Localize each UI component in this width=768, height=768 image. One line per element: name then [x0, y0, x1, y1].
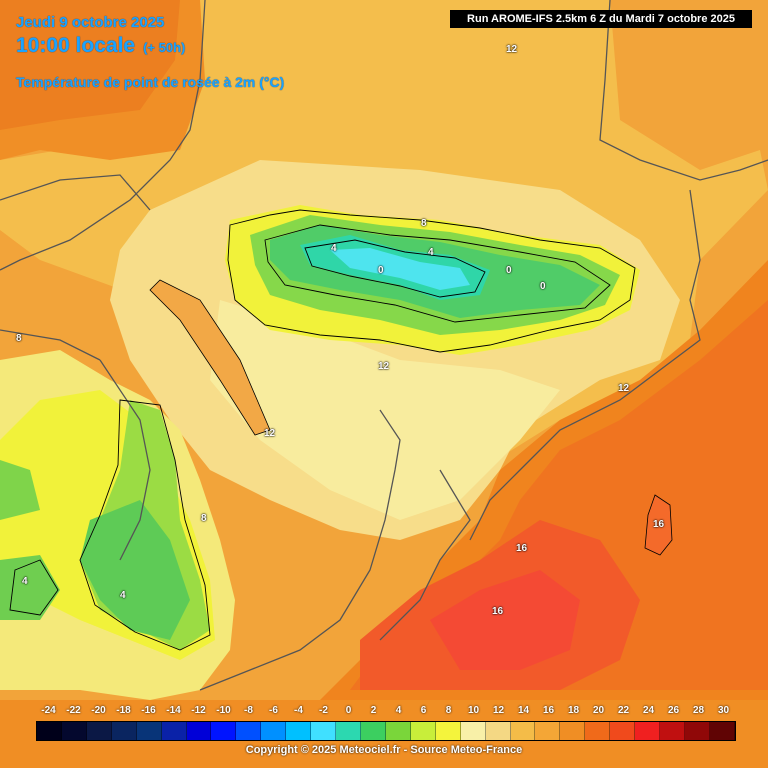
label-0-alps-3: 0 [540, 281, 546, 292]
scale-label: -2 [319, 705, 328, 716]
scale-label: 28 [692, 705, 705, 716]
scale-swatch [161, 722, 187, 740]
scale-swatch [261, 722, 287, 740]
label-4-far-west: 4 [22, 576, 28, 587]
scale-swatch [660, 722, 685, 740]
scale-label: -12 [191, 705, 206, 716]
scale-label: -14 [166, 705, 181, 716]
scale-label: 8 [445, 705, 452, 716]
scale-swatch [61, 722, 87, 740]
scale-swatch [585, 722, 611, 740]
forecast-offset: (+ 50h) [143, 40, 186, 55]
forecast-date: Jeudi 9 octobre 2025 [16, 14, 165, 31]
scale-label: 0 [345, 705, 352, 716]
scale-label: 22 [617, 705, 630, 716]
label-12-east: 12 [618, 383, 630, 394]
scale-swatch [37, 722, 62, 740]
label-0-alps-1: 0 [378, 265, 384, 276]
scale-label: 26 [667, 705, 680, 716]
label-16-corsica: 16 [653, 519, 665, 530]
scale-swatch [709, 722, 735, 740]
scale-swatch [311, 722, 337, 740]
label-8-west: 8 [16, 333, 22, 344]
scale-labels: -24 -22 -20 -18 -16 -14 -12 -10 -8 -6 -4 -2 0 2 4 6 8 10 1… [28, 705, 744, 719]
scale-swatch [535, 722, 561, 740]
scale-label: 20 [592, 705, 605, 716]
scale-label: -22 [66, 705, 81, 716]
label-4-alps-west: 4 [331, 243, 337, 254]
copyright-text: Copyright © 2025 Meteociel.fr - Source M… [245, 744, 523, 756]
scale-swatch [410, 722, 436, 740]
scale-swatch [610, 722, 636, 740]
label-8-alps-north: 8 [421, 218, 427, 229]
label-8-southwest: 8 [201, 513, 207, 524]
scale-swatch [435, 722, 461, 740]
scale-swatch [236, 722, 262, 740]
scale-swatch [111, 722, 137, 740]
scale-label: -4 [294, 705, 303, 716]
scale-label: -8 [244, 705, 253, 716]
color-scale [36, 721, 736, 741]
label-12-north: 12 [506, 44, 518, 55]
scale-label: -20 [91, 705, 106, 716]
scale-swatch [684, 722, 710, 740]
label-16-coast: 16 [516, 543, 528, 554]
forecast-time: 10:00 locale (+ 50h) [16, 34, 185, 58]
scale-label: -16 [141, 705, 156, 716]
scale-swatch [211, 722, 237, 740]
run-info: Run AROME-IFS 2.5km 6 Z du Mardi 7 octob… [450, 10, 752, 28]
scale-swatch [385, 722, 411, 740]
scale-swatch [136, 722, 162, 740]
scale-label: 16 [542, 705, 555, 716]
label-16-sea: 16 [492, 606, 504, 617]
label-4-alps-mid: 4 [428, 247, 434, 258]
scale-swatch [360, 722, 386, 740]
scale-swatch [510, 722, 536, 740]
scale-label: -18 [116, 705, 131, 716]
scale-label: 18 [567, 705, 580, 716]
scale-swatch [286, 722, 312, 740]
scale-label: 4 [395, 705, 402, 716]
scale-label: -24 [41, 705, 56, 716]
scale-label: 12 [492, 705, 505, 716]
scale-label: 24 [642, 705, 655, 716]
parameter-title: Température de point de rosée à 2m (°C) [16, 74, 285, 90]
scale-swatch [635, 722, 661, 740]
scale-swatch [560, 722, 586, 740]
label-0-alps-2: 0 [506, 265, 512, 276]
scale-swatch [460, 722, 486, 740]
scale-label: 30 [717, 705, 730, 716]
scale-label: -10 [216, 705, 231, 716]
scale-label: 2 [370, 705, 377, 716]
label-12-valley: 12 [264, 428, 276, 439]
scale-swatch [485, 722, 511, 740]
scale-label: 14 [517, 705, 530, 716]
scale-swatch [186, 722, 212, 740]
forecast-time-value: 10:00 locale [16, 34, 136, 57]
scale-label: -6 [269, 705, 278, 716]
label-4-southwest: 4 [120, 590, 126, 601]
scale-label: 10 [467, 705, 480, 716]
scale-swatch [86, 722, 112, 740]
scale-label: 6 [420, 705, 427, 716]
label-12-center: 12 [378, 361, 390, 372]
scale-swatch [336, 722, 361, 740]
